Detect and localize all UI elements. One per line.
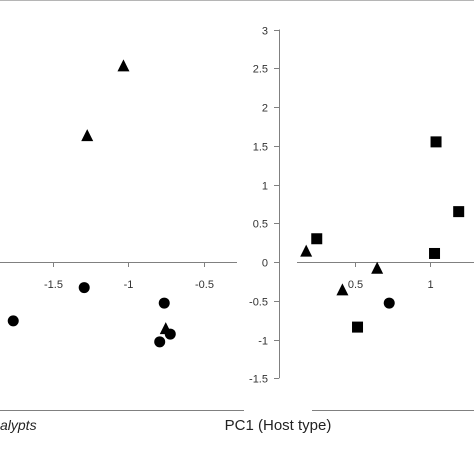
x-axis-label: PC1 (Host type): [225, 417, 332, 434]
triangle-point: [300, 244, 313, 257]
circle-point: [383, 297, 395, 309]
y-tick-label: 1.5: [253, 142, 268, 154]
x-tick-label: -0.5: [195, 279, 214, 291]
y-tick-label: 0: [262, 258, 268, 270]
y-tick-label: 0.5: [253, 219, 268, 231]
y-tick-label: 1: [262, 181, 268, 193]
square-point: [352, 321, 364, 333]
y-tick-label: -0.5: [249, 297, 268, 309]
data-points: [7, 59, 465, 348]
x-tick-label: 1: [427, 279, 433, 291]
y-tick-label: 3: [262, 26, 268, 38]
square-point: [429, 247, 441, 259]
circle-point: [158, 297, 170, 309]
left-group-label: alypts: [0, 417, 37, 433]
triangle-point: [117, 59, 130, 72]
triangle-point: [336, 283, 349, 296]
x-tick-label: -1.5: [44, 279, 63, 291]
circle-point: [7, 315, 19, 327]
square-point: [430, 136, 442, 148]
circle-point: [154, 336, 166, 348]
y-tick-label: 2: [262, 103, 268, 115]
axes: -1.5 -1 -0.5 0.5 1 3 2.5 2 1.5 1 0.5 0 -0.5 -1 -1.5: [0, 26, 474, 386]
x-tick-label: -1: [124, 279, 134, 291]
x-tick-label: 0.5: [348, 279, 363, 291]
y-tick-label: 2.5: [253, 64, 268, 76]
triangle-point: [81, 129, 94, 142]
square-point: [311, 233, 323, 245]
bottom-labels: alypts PC1 (Host type): [0, 410, 474, 434]
square-point: [453, 206, 465, 218]
circle-point: [78, 282, 90, 294]
y-tick-label: -1: [258, 336, 268, 348]
y-tick-label: -1.5: [249, 374, 268, 386]
triangle-point: [371, 261, 384, 274]
circle-point: [164, 328, 176, 340]
